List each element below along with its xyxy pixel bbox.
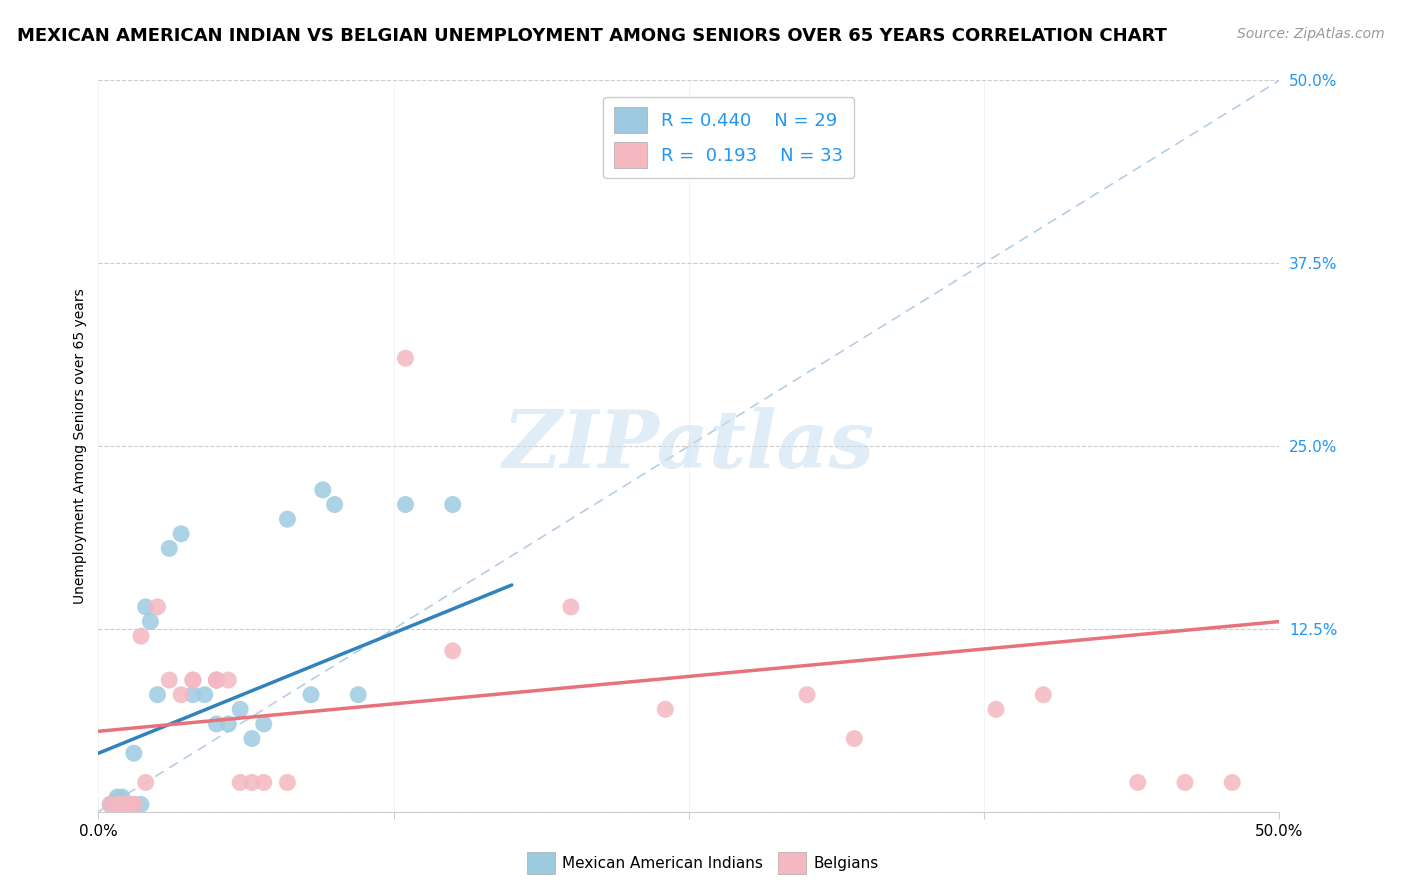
Point bbox=[253, 775, 276, 789]
Text: ZIPatlas: ZIPatlas bbox=[503, 408, 875, 484]
Point bbox=[122, 797, 145, 812]
Point bbox=[205, 673, 228, 687]
Point bbox=[129, 797, 152, 812]
Point bbox=[111, 797, 134, 812]
Point bbox=[139, 615, 162, 629]
Point bbox=[654, 702, 676, 716]
Point bbox=[115, 797, 138, 812]
Point bbox=[181, 688, 204, 702]
Point bbox=[441, 498, 464, 512]
Point bbox=[111, 790, 134, 805]
Point bbox=[181, 673, 204, 687]
Legend: Mexican American Indians, Belgians: Mexican American Indians, Belgians bbox=[522, 846, 884, 880]
Point bbox=[1220, 775, 1243, 789]
Point bbox=[104, 795, 127, 809]
Legend: R = 0.440    N = 29, R =  0.193    N = 33: R = 0.440 N = 29, R = 0.193 N = 33 bbox=[603, 96, 855, 178]
Point bbox=[984, 702, 1007, 716]
Point bbox=[253, 717, 276, 731]
Point bbox=[796, 688, 818, 702]
Point bbox=[299, 688, 322, 702]
Point bbox=[312, 483, 335, 497]
Point bbox=[122, 797, 145, 812]
Point bbox=[170, 526, 193, 541]
Point bbox=[115, 797, 138, 812]
Point bbox=[157, 673, 180, 687]
Point bbox=[98, 797, 121, 812]
Point bbox=[394, 351, 416, 366]
Point bbox=[276, 775, 298, 789]
Point bbox=[205, 673, 228, 687]
Point bbox=[98, 797, 121, 812]
Point bbox=[1032, 688, 1054, 702]
Point bbox=[560, 599, 582, 614]
Point bbox=[205, 717, 228, 731]
Point bbox=[1174, 775, 1197, 789]
Point bbox=[111, 797, 134, 812]
Text: Source: ZipAtlas.com: Source: ZipAtlas.com bbox=[1237, 27, 1385, 41]
Point bbox=[111, 797, 134, 812]
Point bbox=[323, 498, 346, 512]
Point bbox=[347, 688, 370, 702]
Point bbox=[276, 512, 298, 526]
Point bbox=[240, 775, 263, 789]
Point bbox=[170, 688, 193, 702]
Point bbox=[240, 731, 263, 746]
Text: MEXICAN AMERICAN INDIAN VS BELGIAN UNEMPLOYMENT AMONG SENIORS OVER 65 YEARS CORR: MEXICAN AMERICAN INDIAN VS BELGIAN UNEMP… bbox=[17, 27, 1167, 45]
Point bbox=[105, 790, 128, 805]
Point bbox=[181, 673, 204, 687]
Point bbox=[229, 775, 252, 789]
Point bbox=[122, 746, 145, 760]
Point bbox=[135, 599, 157, 614]
Y-axis label: Unemployment Among Seniors over 65 years: Unemployment Among Seniors over 65 years bbox=[73, 288, 87, 604]
Point bbox=[748, 161, 770, 175]
Point bbox=[229, 702, 252, 716]
Point bbox=[194, 688, 217, 702]
Point bbox=[135, 775, 157, 789]
Point bbox=[157, 541, 180, 556]
Point bbox=[129, 629, 152, 643]
Point bbox=[105, 797, 128, 812]
Point bbox=[217, 673, 239, 687]
Point bbox=[844, 731, 866, 746]
Point bbox=[122, 797, 145, 812]
Point bbox=[394, 498, 416, 512]
Point bbox=[217, 717, 239, 731]
Point bbox=[146, 599, 169, 614]
Point bbox=[441, 644, 464, 658]
Point bbox=[205, 673, 228, 687]
Point bbox=[146, 688, 169, 702]
Point bbox=[1126, 775, 1149, 789]
